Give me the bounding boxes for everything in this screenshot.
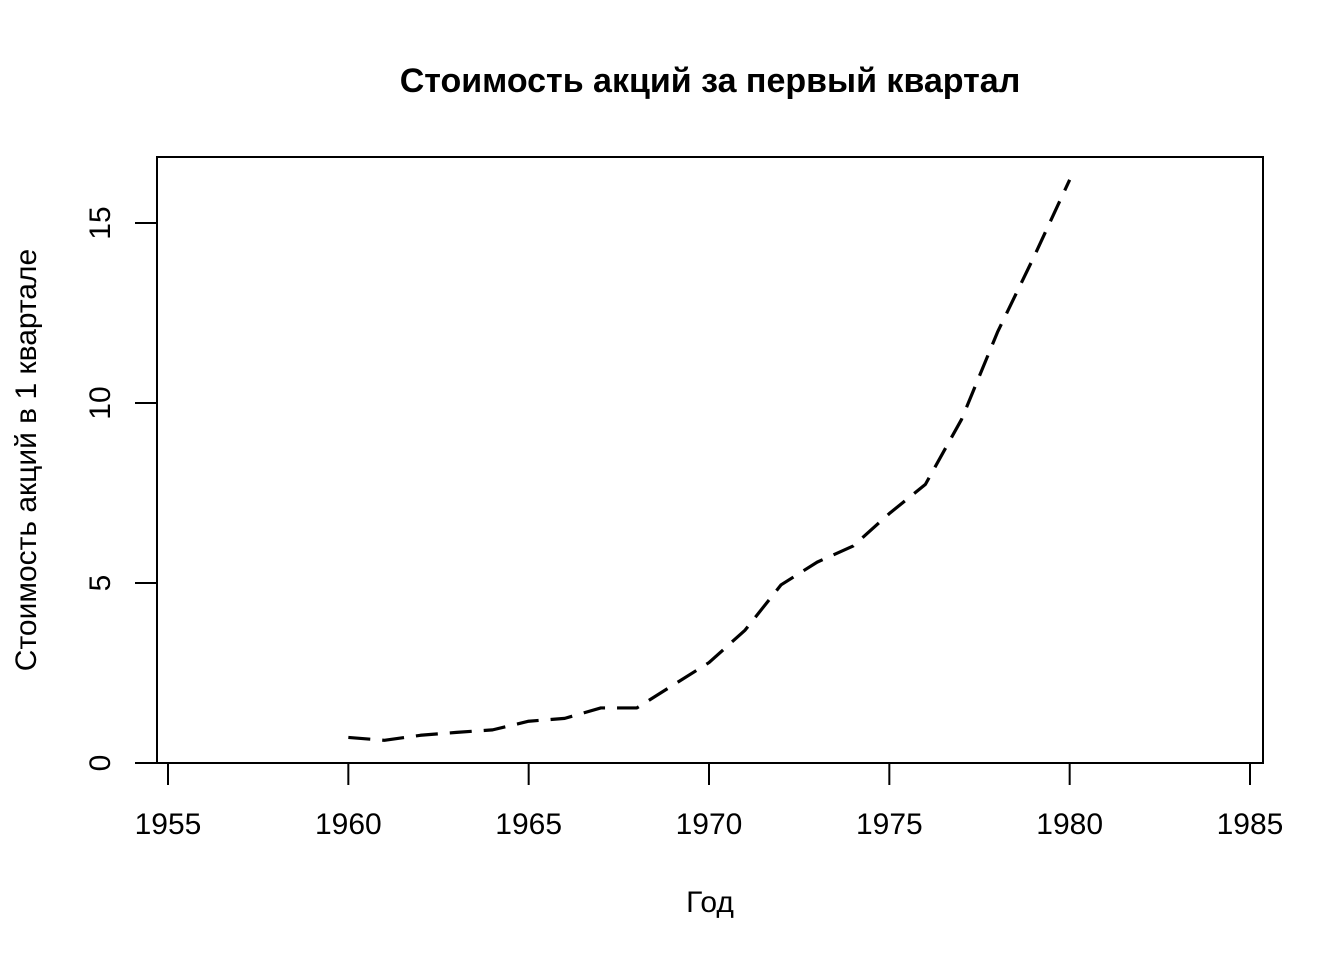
y-tick-label: 10 — [84, 386, 117, 419]
y-tick-label: 5 — [84, 575, 117, 592]
plot-area-frame — [156, 156, 1264, 764]
x-tick-label: 1980 — [1036, 808, 1103, 841]
x-tick-label: 1960 — [315, 808, 382, 841]
series-line — [348, 179, 1072, 742]
chart-title: Стоимость акций за первый квартал — [400, 62, 1021, 100]
x-tick-label: 1955 — [135, 808, 202, 841]
series-layer — [348, 179, 1072, 742]
y-axis: 0 5 10 15 — [84, 206, 158, 772]
x-tick-label: 1965 — [495, 808, 562, 841]
x-tick-label: 1970 — [676, 808, 743, 841]
y-axis-label: Стоимость акций в 1 квартале — [10, 249, 43, 671]
y-tick-label: 0 — [84, 755, 117, 772]
x-axis: 1955 1960 1965 1970 1975 1980 1985 — [135, 762, 1284, 841]
x-tick-label: 1985 — [1217, 808, 1284, 841]
x-tick-label: 1975 — [856, 808, 923, 841]
x-axis-label: Год — [686, 886, 734, 919]
y-tick-label: 15 — [84, 206, 117, 239]
